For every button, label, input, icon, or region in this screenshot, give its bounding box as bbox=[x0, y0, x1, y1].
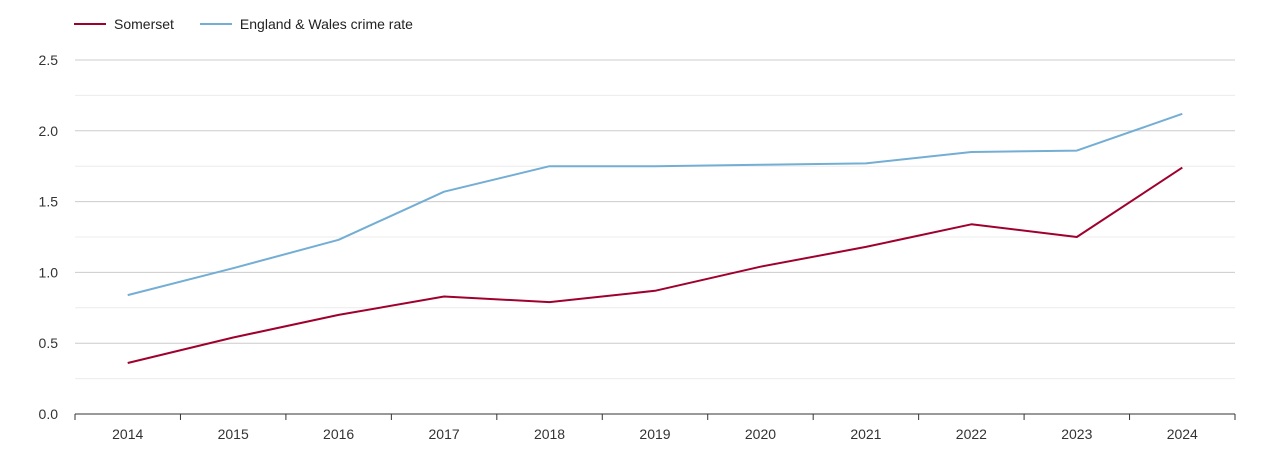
y-tick-label: 0.0 bbox=[39, 406, 59, 422]
data-point-somerset[interactable] bbox=[757, 264, 763, 270]
data-point-england-wales-crime-rate[interactable] bbox=[230, 265, 236, 271]
data-point-england-wales-crime-rate[interactable] bbox=[547, 163, 553, 169]
data-point-somerset[interactable] bbox=[968, 221, 974, 227]
data-point-somerset[interactable] bbox=[336, 312, 342, 318]
x-tick-label: 2019 bbox=[639, 426, 670, 442]
y-tick-label: 2.0 bbox=[39, 123, 59, 139]
legend-item-somerset[interactable]: Somerset bbox=[74, 16, 174, 32]
data-point-england-wales-crime-rate[interactable] bbox=[1179, 111, 1185, 117]
data-point-somerset[interactable] bbox=[1074, 234, 1080, 240]
x-tick-label: 2021 bbox=[850, 426, 881, 442]
x-tick-label: 2023 bbox=[1061, 426, 1092, 442]
y-tick-label: 1.5 bbox=[39, 194, 59, 210]
data-point-somerset[interactable] bbox=[230, 335, 236, 341]
x-tick-label: 2018 bbox=[534, 426, 565, 442]
data-point-england-wales-crime-rate[interactable] bbox=[441, 189, 447, 195]
data-point-england-wales-crime-rate[interactable] bbox=[1074, 148, 1080, 154]
legend-label-somerset: Somerset bbox=[114, 16, 174, 32]
legend-label-england-wales: England & Wales crime rate bbox=[239, 16, 413, 32]
legend-swatch-england-wales bbox=[199, 23, 232, 25]
data-point-somerset[interactable] bbox=[863, 244, 869, 250]
x-tick-label: 2024 bbox=[1167, 426, 1198, 442]
x-tick-label: 2022 bbox=[956, 426, 987, 442]
data-point-somerset[interactable] bbox=[1179, 165, 1185, 171]
data-point-somerset[interactable] bbox=[547, 299, 553, 305]
x-tick-label: 2016 bbox=[323, 426, 354, 442]
x-tick-label: 2015 bbox=[218, 426, 249, 442]
data-point-england-wales-crime-rate[interactable] bbox=[757, 162, 763, 168]
data-point-somerset[interactable] bbox=[125, 360, 131, 366]
x-tick-label: 2017 bbox=[429, 426, 460, 442]
x-tick-label: 2014 bbox=[112, 426, 143, 442]
data-point-england-wales-crime-rate[interactable] bbox=[863, 160, 869, 166]
data-point-england-wales-crime-rate[interactable] bbox=[968, 149, 974, 155]
data-point-somerset[interactable] bbox=[441, 293, 447, 299]
series-line-england-wales-crime-rate[interactable] bbox=[127, 112, 1183, 297]
legend: Somerset England & Wales crime rate bbox=[74, 16, 413, 32]
data-point-england-wales-crime-rate[interactable] bbox=[652, 163, 658, 169]
series-line-somerset[interactable] bbox=[127, 166, 1183, 364]
y-tick-label: 1.0 bbox=[39, 264, 59, 280]
data-point-england-wales-crime-rate[interactable] bbox=[125, 292, 131, 298]
data-point-england-wales-crime-rate[interactable] bbox=[336, 237, 342, 243]
data-point-somerset[interactable] bbox=[652, 288, 658, 294]
y-tick-label: 2.5 bbox=[39, 52, 59, 68]
x-tick-label: 2020 bbox=[745, 426, 776, 442]
legend-swatch-somerset bbox=[74, 23, 106, 25]
y-tick-label: 0.5 bbox=[39, 335, 59, 351]
legend-item-england-wales[interactable]: England & Wales crime rate bbox=[199, 16, 413, 32]
